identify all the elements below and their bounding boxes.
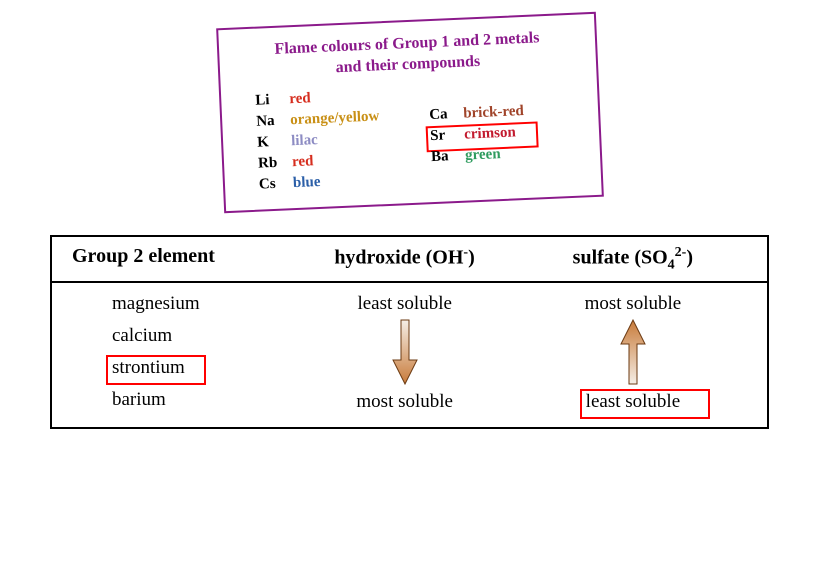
flame-colour-name: green	[464, 146, 500, 165]
element-symbol: Sr	[429, 127, 454, 145]
element-symbol: Na	[255, 112, 280, 130]
flame-row: Csblue	[258, 171, 382, 193]
arrow-down-icon	[390, 318, 420, 388]
solubility-body: magnesium calcium strontium barium least so…	[52, 283, 767, 427]
flame-row: Sr crimson	[429, 124, 524, 145]
elements-column: magnesium calcium strontium barium	[72, 293, 291, 413]
flame-colour-name: red	[288, 90, 310, 108]
element-symbol: Ba	[430, 148, 455, 166]
hydroxide-arrow-down	[390, 325, 420, 381]
element-cell: strontium	[112, 357, 185, 379]
sulfate-top: most soluble	[585, 293, 682, 315]
element-cell: magnesium	[112, 293, 200, 315]
highlight-box	[106, 355, 206, 385]
flame-row: Klilac	[256, 129, 380, 151]
hydroxide-top: least soluble	[357, 293, 451, 315]
flame-columns: LiredNaorange/yellowKlilacRbredCsblue Ca…	[244, 78, 576, 193]
flame-colour-name: brick-red	[462, 103, 523, 123]
flame-group2-col: Ca brick-red Sr crimson Bagreen	[428, 103, 526, 186]
element-symbol: K	[256, 133, 281, 151]
flame-colour-name: orange/yellow	[289, 108, 379, 129]
header-hydroxide: hydroxide (OH-)	[290, 245, 518, 274]
sulfate-bottom-text: least soluble	[586, 391, 680, 412]
solubility-table: Group 2 element hydroxide (OH-) sulfate …	[50, 235, 769, 430]
arrow-up-icon	[618, 318, 648, 388]
element-symbol: Rb	[257, 154, 282, 172]
sulfate-column: most soluble least soluble	[519, 293, 747, 413]
sulfate-arrow-up	[618, 325, 648, 381]
flame-row: Rbred	[257, 150, 381, 172]
flame-colour-name: lilac	[290, 132, 317, 150]
flame-row: Bagreen	[430, 145, 525, 166]
header-sulfate: sulfate (SO42-)	[519, 245, 747, 274]
hydroxide-bottom: most soluble	[356, 391, 453, 413]
flame-row: Na orange/yellow	[255, 108, 379, 130]
flame-colour-name: blue	[292, 174, 320, 192]
element-symbol: Cs	[258, 175, 283, 193]
element-cell: calcium	[112, 325, 172, 347]
solubility-header-row: Group 2 element hydroxide (OH-) sulfate …	[52, 237, 767, 284]
element-symbol: Ca	[428, 106, 453, 124]
flame-colour-name: red	[291, 153, 313, 171]
element-cell: barium	[112, 389, 166, 411]
flame-colours-card: Flame colours of Group 1 and 2 metals an…	[216, 12, 604, 213]
flame-row: Lired	[254, 87, 378, 109]
flame-title-line1: Flame colours of Group 1 and 2 metals	[274, 29, 540, 58]
flame-group1-col: LiredNaorange/yellowKlilacRbredCsblue	[254, 87, 381, 193]
flame-row: Ca brick-red	[428, 103, 523, 124]
element-symbol: Li	[254, 91, 279, 109]
hydroxide-column: least soluble most soluble	[291, 293, 519, 413]
flame-title: Flame colours of Group 1 and 2 metals an…	[242, 27, 572, 83]
sulfate-bottom: least soluble	[586, 391, 680, 413]
flame-title-line2: and their compounds	[335, 53, 480, 76]
flame-colour-name: crimson	[463, 124, 515, 143]
header-element: Group 2 element	[72, 245, 290, 274]
